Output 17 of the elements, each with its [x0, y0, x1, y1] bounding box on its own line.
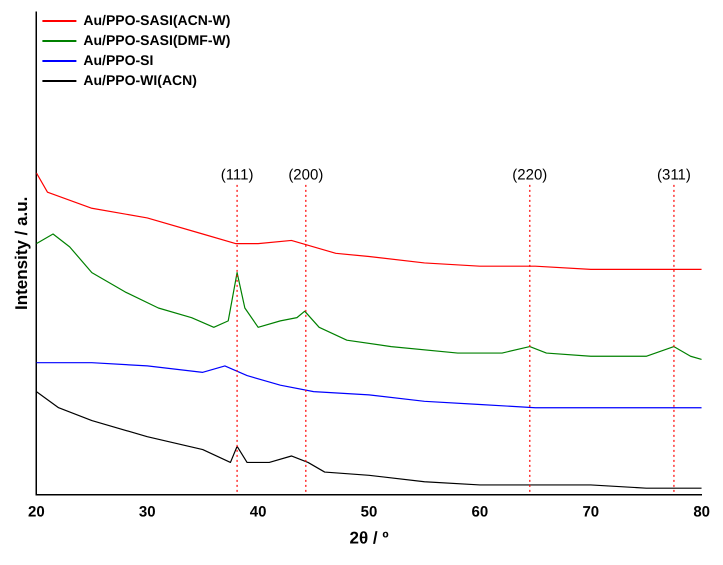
annotation: (111)	[220, 166, 254, 184]
legend-label: Au/PPO-SASI(DMF-W)	[83, 32, 230, 48]
x-tick-label: 20	[28, 504, 45, 521]
annotation: (311)	[656, 166, 691, 184]
legend-label: Au/PPO-SASI(ACN-W)	[83, 12, 230, 28]
y-axis-title: Intensity / a.u.	[12, 196, 31, 310]
x-tick-label: 30	[138, 504, 156, 521]
x-axis-title: 2θ / º	[350, 528, 389, 548]
annotation: (220)	[512, 166, 548, 184]
x-tick-label: 50	[360, 504, 378, 521]
legend-label: Au/PPO-SI	[83, 52, 154, 68]
x-tick-label: 60	[472, 504, 488, 521]
legend-label: Au/PPO-WI(ACN)	[83, 72, 197, 88]
annotation: (200)	[288, 166, 324, 184]
x-tick-label: 70	[582, 504, 600, 521]
x-tick-label: 80	[693, 504, 710, 521]
x-tick-label: 40	[250, 504, 266, 521]
